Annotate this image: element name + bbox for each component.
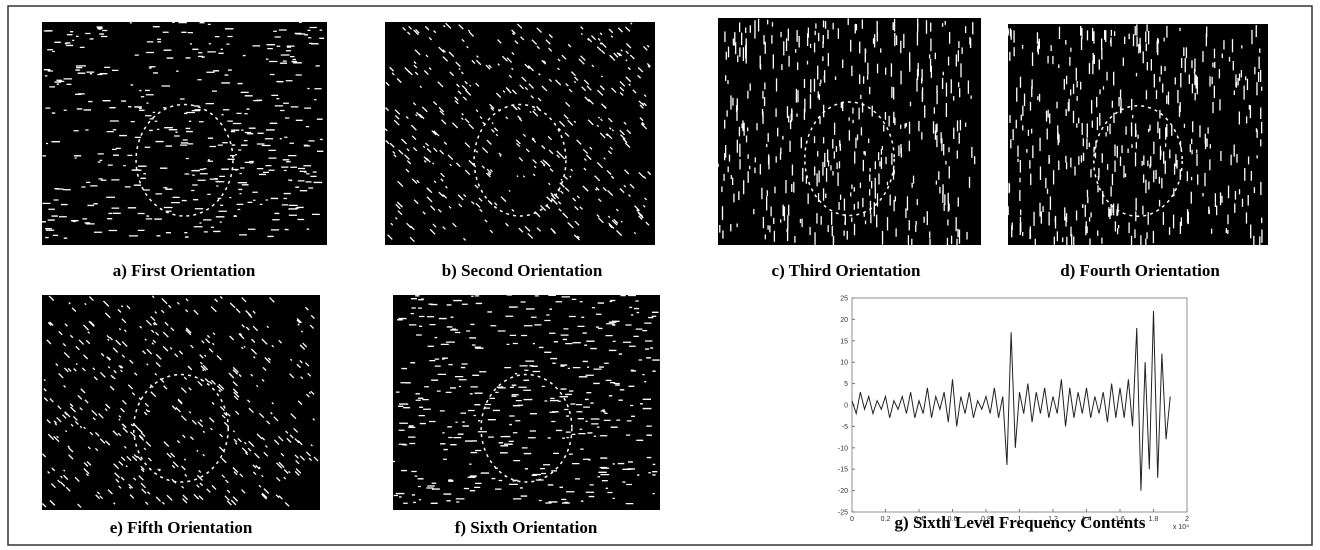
x-tick-label: 1.6 [1115, 516, 1125, 523]
x-tick-label: 1.2 [1048, 516, 1058, 523]
edge-image [1008, 24, 1268, 252]
x-tick-label: 1.8 [1149, 516, 1159, 523]
y-tick-label: -25 [838, 510, 848, 517]
edge-image [718, 18, 981, 251]
edge-image [393, 295, 660, 510]
y-tick-label: 5 [844, 381, 848, 388]
edge-image [385, 22, 655, 245]
x-tick-label: 0.2 [881, 516, 891, 523]
y-tick-label: 20 [840, 317, 848, 324]
image-background [393, 295, 660, 510]
y-tick-label: 0 [844, 403, 848, 410]
caption: f) Sixth Orientation [455, 518, 598, 537]
caption: a) First Orientation [113, 261, 256, 280]
y-tick-label: -20 [838, 488, 848, 495]
y-tick-label: 15 [840, 338, 848, 345]
caption: d) Fourth Orientation [1060, 261, 1220, 280]
edge-image [42, 22, 327, 245]
x-scale-label: x 10⁴ [1173, 524, 1189, 531]
x-tick-label: 0.6 [948, 516, 958, 523]
image-background [385, 22, 655, 245]
y-tick-label: -5 [842, 424, 848, 431]
y-tick-label: -10 [838, 445, 848, 452]
x-tick-label: 2 [1185, 516, 1189, 523]
x-tick-label: 0 [850, 516, 854, 523]
y-tick-label: 10 [840, 360, 848, 367]
y-tick-label: -15 [838, 467, 848, 474]
x-tick-label: 1.4 [1082, 516, 1092, 523]
x-tick-label: 0.8 [981, 516, 991, 523]
edge-image [42, 295, 320, 510]
caption: c) Third Orientation [772, 261, 921, 280]
figure: a) First Orientation b) Second Orientati… [0, 0, 1320, 550]
page: a) First Orientation b) Second Orientati… [0, 0, 1320, 550]
chart: -25 -20 -15 -10 -5 0 5 10 15 20 25 0 0.2 0.4 0.6 0.8 1 1.… [838, 296, 1189, 532]
y-tick-label: 25 [840, 296, 848, 303]
x-tick-label: 1 [1018, 516, 1022, 523]
caption: b) Second Orientation [442, 261, 603, 280]
x-tick-label: 0.4 [914, 516, 924, 523]
caption: e) Fifth Orientation [110, 518, 253, 537]
